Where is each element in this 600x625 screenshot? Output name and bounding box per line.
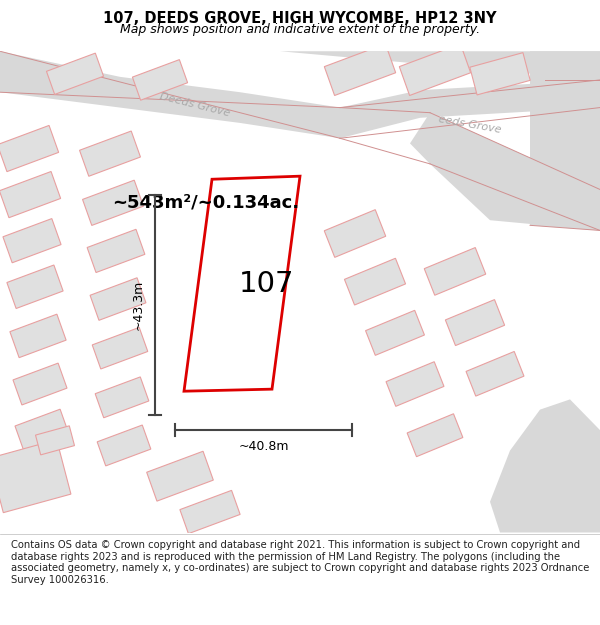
Polygon shape	[490, 399, 600, 532]
Polygon shape	[146, 451, 214, 501]
Polygon shape	[13, 363, 67, 405]
Text: Contains OS data © Crown copyright and database right 2021. This information is : Contains OS data © Crown copyright and d…	[11, 540, 589, 585]
Polygon shape	[280, 51, 600, 138]
Polygon shape	[410, 112, 600, 231]
Polygon shape	[35, 426, 74, 455]
Polygon shape	[0, 51, 340, 138]
Polygon shape	[95, 377, 149, 418]
Polygon shape	[400, 44, 470, 96]
Polygon shape	[184, 176, 300, 391]
Text: 107: 107	[239, 270, 295, 298]
Polygon shape	[83, 180, 143, 226]
Polygon shape	[325, 44, 395, 96]
Polygon shape	[3, 219, 61, 262]
Text: 107, DEEDS GROVE, HIGH WYCOMBE, HP12 3NY: 107, DEEDS GROVE, HIGH WYCOMBE, HP12 3NY	[103, 11, 497, 26]
Polygon shape	[87, 229, 145, 272]
Text: ~43.3m: ~43.3m	[132, 279, 145, 330]
Polygon shape	[46, 53, 104, 94]
Polygon shape	[7, 265, 63, 309]
Text: Deeds Grove: Deeds Grove	[159, 91, 231, 118]
Polygon shape	[80, 131, 140, 176]
Polygon shape	[97, 425, 151, 466]
Text: ~40.8m: ~40.8m	[238, 440, 289, 453]
Polygon shape	[445, 299, 505, 346]
Polygon shape	[10, 314, 66, 358]
Polygon shape	[15, 409, 69, 451]
Text: Map shows position and indicative extent of the property.: Map shows position and indicative extent…	[120, 23, 480, 36]
Polygon shape	[324, 209, 386, 258]
Polygon shape	[133, 59, 188, 100]
Polygon shape	[470, 52, 530, 95]
Text: ~543m²/~0.134ac.: ~543m²/~0.134ac.	[112, 194, 299, 212]
Polygon shape	[530, 51, 600, 231]
Polygon shape	[466, 351, 524, 396]
Polygon shape	[90, 278, 146, 320]
Polygon shape	[344, 258, 406, 305]
Text: eeds Grove: eeds Grove	[438, 114, 502, 136]
Polygon shape	[180, 491, 240, 534]
Polygon shape	[424, 248, 486, 295]
Polygon shape	[0, 440, 71, 512]
Polygon shape	[386, 362, 444, 406]
Polygon shape	[365, 311, 424, 356]
Polygon shape	[0, 126, 59, 172]
Polygon shape	[407, 414, 463, 457]
Polygon shape	[92, 328, 148, 369]
Polygon shape	[0, 171, 61, 217]
